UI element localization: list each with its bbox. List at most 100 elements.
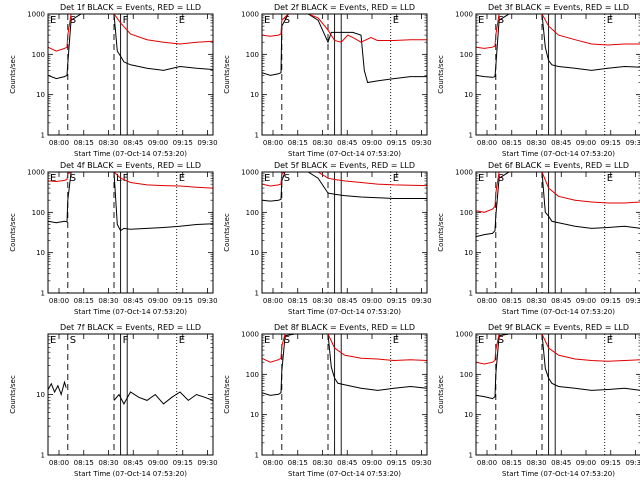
x-tick-label: 08:30 — [312, 139, 332, 147]
y-tick-label: 1000 — [27, 11, 45, 19]
x-tick-label: 09:00 — [576, 139, 596, 147]
y-axis-label: Counts/sec — [437, 375, 445, 414]
plot-frame — [475, 171, 640, 294]
y-tick-label: 1000 — [241, 169, 259, 177]
x-axis-label: Start Time (07-Oct-14 07:53:20) — [288, 470, 401, 478]
panel-title: Det 4f BLACK = Events, RED = LLD — [60, 161, 201, 170]
plot-frame — [475, 333, 640, 456]
x-tick-label: 09:30 — [411, 297, 431, 305]
x-tick-label: 08:00 — [49, 139, 69, 147]
x-tick-label: 09:15 — [173, 459, 193, 467]
events-series-line — [476, 172, 640, 238]
y-tick-label: 1 — [469, 452, 473, 460]
x-tick-label: 09:15 — [387, 459, 407, 467]
plot-frame — [475, 13, 640, 136]
plot-frame — [261, 13, 428, 136]
x-tick-label: 08:00 — [477, 139, 497, 147]
y-tick-label: 10 — [250, 411, 259, 419]
x-tick-label: 08:00 — [477, 297, 497, 305]
lld-series-line — [262, 172, 427, 187]
y-tick-label: 1000 — [241, 331, 259, 339]
y-tick-label: 100 — [246, 209, 259, 217]
time-marker-label: E — [478, 173, 484, 184]
x-tick-label: 08:30 — [98, 459, 118, 467]
x-tick-label: 09:15 — [387, 139, 407, 147]
time-marker-label: S — [70, 335, 76, 346]
x-axis-label: Start Time (07-Oct-14 07:53:20) — [74, 308, 187, 316]
time-marker-label: E — [50, 335, 56, 346]
plot-frame — [47, 333, 214, 456]
x-tick-label: 09:30 — [625, 139, 640, 147]
x-tick-label: 08:30 — [526, 297, 546, 305]
x-tick-label: 09:30 — [625, 459, 640, 467]
time-marker-label: E — [179, 173, 185, 184]
panel-title: Det 3f BLACK = Events, RED = LLD — [488, 3, 629, 12]
panel-2: Det 2f BLACK = Events, RED = LLD Counts/s… — [223, 3, 432, 158]
x-tick-label: 09:30 — [197, 459, 217, 467]
time-marker-label: S — [284, 173, 290, 184]
time-marker-label: S — [498, 173, 504, 184]
y-tick-label: 1 — [469, 290, 473, 298]
x-tick-label: 08:45 — [551, 297, 571, 305]
y-tick-label: 1000 — [455, 331, 473, 339]
time-marker-label: S — [284, 15, 290, 26]
y-tick-label: 1 — [41, 290, 45, 298]
events-series-line — [48, 172, 213, 232]
time-marker-label: S — [70, 173, 76, 184]
x-tick-label: 08:00 — [49, 297, 69, 305]
y-axis-label: Counts/sec — [437, 55, 445, 94]
y-axis-label: Counts/sec — [9, 375, 17, 414]
x-axis-label: Start Time (07-Oct-14 07:53:20) — [74, 470, 187, 478]
x-tick-label: 08:30 — [312, 459, 332, 467]
x-axis-label: Start Time (07-Oct-14 07:53:20) — [74, 150, 187, 158]
y-tick-label: 1 — [255, 132, 259, 140]
time-marker-label: F — [123, 15, 129, 26]
time-marker-label: E — [607, 15, 613, 26]
panel-8: Det 8f BLACK = Events, RED = LLD Counts/s… — [223, 323, 432, 478]
panel-5: Det 5f BLACK = Events, RED = LLD Counts/s… — [223, 161, 432, 316]
events-series-line — [476, 14, 640, 78]
x-tick-label: 08:15 — [288, 297, 308, 305]
lld-series-line — [476, 334, 640, 365]
x-tick-label: 08:30 — [312, 297, 332, 305]
x-tick-label: 08:00 — [477, 459, 497, 467]
x-tick-label: 09:15 — [173, 297, 193, 305]
events-series-line — [48, 380, 67, 397]
panel-9: Det 9f BLACK = Events, RED = LLD Counts/s… — [437, 323, 640, 478]
lld-series-line — [476, 14, 640, 49]
x-tick-label: 08:15 — [502, 297, 522, 305]
y-tick-label: 10 — [464, 91, 473, 99]
x-tick-label: 09:15 — [601, 297, 621, 305]
y-tick-label: 1 — [469, 132, 473, 140]
x-tick-label: 09:00 — [148, 297, 168, 305]
x-tick-label: 09:00 — [362, 139, 382, 147]
panel-1: Det 1f BLACK = Events, RED = LLD Counts/s… — [9, 3, 218, 158]
time-marker-label: E — [264, 335, 270, 346]
y-tick-label: 1 — [41, 132, 45, 140]
panel-title: Det 9f BLACK = Events, RED = LLD — [488, 323, 629, 332]
x-axis-label: Start Time (07-Oct-14 07:53:20) — [502, 150, 615, 158]
time-marker-label: S — [284, 335, 290, 346]
lld-series-line — [48, 172, 213, 189]
y-axis-label: Counts/sec — [223, 375, 231, 414]
x-tick-label: 08:45 — [551, 459, 571, 467]
events-series-line — [262, 334, 427, 396]
x-tick-label: 08:15 — [74, 297, 94, 305]
time-marker-label: S — [498, 335, 504, 346]
plot-frame — [47, 13, 214, 136]
y-axis-label: Counts/sec — [9, 213, 17, 252]
x-axis-label: Start Time (07-Oct-14 07:53:20) — [502, 470, 615, 478]
y-tick-label: 10 — [464, 249, 473, 257]
y-tick-label: 10 — [250, 91, 259, 99]
x-tick-label: 09:30 — [411, 139, 431, 147]
x-tick-label: 08:00 — [49, 459, 69, 467]
panel-title: Det 1f BLACK = Events, RED = LLD — [60, 3, 201, 12]
y-tick-label: 100 — [246, 51, 259, 59]
events-series-line — [48, 14, 213, 80]
x-tick-label: 09:00 — [362, 459, 382, 467]
x-tick-label: 08:15 — [502, 139, 522, 147]
y-tick-label: 1 — [255, 452, 259, 460]
time-marker-label: E — [607, 335, 613, 346]
x-tick-label: 08:15 — [74, 459, 94, 467]
